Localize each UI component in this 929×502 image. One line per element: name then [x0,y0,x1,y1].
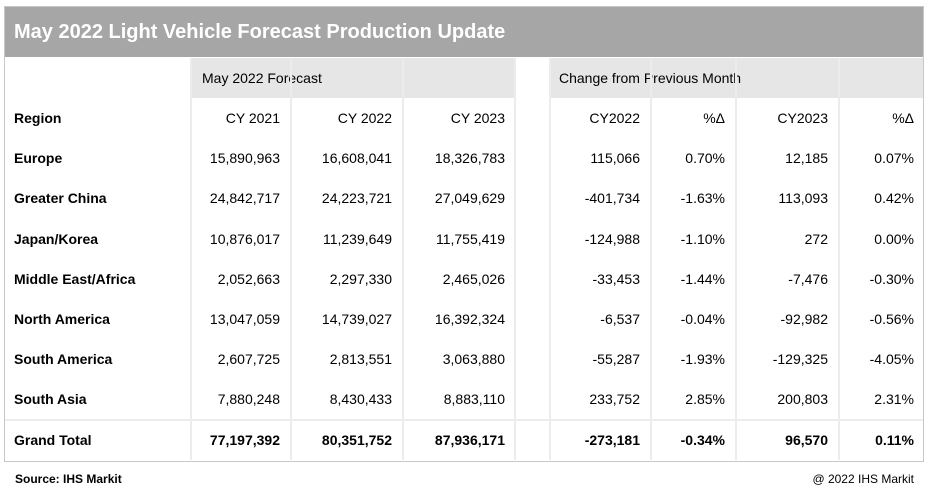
column-header: CY 2023 [450,110,505,126]
column-divider [650,58,652,460]
column-header: CY2022 [589,110,640,126]
column-divider [290,58,292,460]
table-cell: 233,752 [589,391,640,408]
table-cell: 2,297,330 [329,270,392,287]
total-cell: 80,351,752 [321,431,392,448]
table-cell: -6,537 [600,311,640,327]
column-divider [402,58,404,460]
table-cell: 0.00% [874,230,914,247]
row-label: Greater China [14,190,107,207]
column-header: CY 2021 [225,110,280,126]
column-divider [735,58,737,460]
table-cell: -4.05% [869,351,914,368]
total-cell: 77,197,392 [209,431,280,448]
table-title: May 2022 Light Vehicle Forecast Producti… [5,7,923,57]
table-cell: -1.10% [680,230,725,247]
table-cell: 0.42% [874,190,914,207]
table-cell: 115,066 [590,150,640,167]
column-header: %Δ [703,110,725,126]
table-cell: 14,739,027 [321,311,392,327]
table-cell: 24,223,721 [321,190,392,207]
table-cell: 16,608,041 [321,150,392,167]
table-cell: 8,430,433 [329,391,392,408]
table-cell: -92,982 [780,311,828,327]
total-cell: 96,570 [785,431,828,448]
column-divider [549,58,551,460]
table-cell: -55,287 [592,351,640,368]
table-cell: 272 [804,230,828,247]
table-cell: -1.44% [680,270,725,287]
table-cell: 11,239,649 [322,230,392,247]
row-label: South Asia [14,391,87,408]
table-cell: 0.70% [685,150,725,167]
table-cell: -0.04% [680,311,725,327]
source-note: Source: IHS Markit [15,472,122,486]
column-header: %Δ [892,110,914,126]
table-cell: 2,052,663 [217,270,280,287]
column-header: CY 2022 [337,110,392,126]
table-cell: -1.63% [680,190,725,207]
row-label: Europe [14,150,63,167]
row-label: North America [14,311,110,327]
table-cell: 0.07% [874,150,914,167]
table-cell: 16,392,324 [434,311,505,327]
table-cell: -7,476 [788,270,828,287]
group-header-forecast: May 2022 Forecast [192,58,514,98]
table-cell: 2,465,026 [442,270,505,287]
total-label: Grand Total [14,431,92,448]
table-cell: -129,325 [772,351,828,368]
table-cell: 3,063,880 [442,351,505,368]
table-cell: 24,842,717 [209,190,280,207]
total-separator [5,418,923,421]
table-cell: 2,607,725 [217,351,280,368]
total-cell: -0.34% [680,431,725,448]
table-cell: 13,047,059 [209,311,280,327]
table-cell: -401,734 [584,190,640,207]
total-cell: 87,936,171 [434,431,505,448]
table-cell: -1.93% [680,351,725,368]
table-cell: 7,880,248 [217,391,280,408]
table-cell: 27,049,629 [434,190,505,207]
table-cell: 2.31% [874,391,914,408]
table-cell: 18,326,783 [434,150,505,167]
table-cell: 10,876,017 [209,230,280,247]
column-header: CY2023 [777,110,828,126]
column-divider [838,58,840,460]
table-cell: 2,813,551 [329,351,392,368]
table-cell: 113,093 [778,190,828,207]
column-header-region: Region [14,110,62,126]
table-cell: -124,988 [584,230,640,247]
total-cell: -273,181 [584,431,640,448]
total-cell: 0.11% [875,431,914,448]
table-cell: 15,890,963 [209,150,280,167]
row-label: Japan/Korea [14,230,99,247]
table-cell: 8,883,110 [443,391,505,408]
table-cell: 200,803 [777,391,828,408]
column-divider [190,58,192,460]
table-cell: -33,453 [592,270,640,287]
table-cell: -0.56% [869,311,914,327]
row-label: Middle East/Africa [14,270,136,287]
table-frame [4,6,924,462]
table-cell: 2.85% [685,391,725,408]
table-cell: 11,755,419 [435,230,505,247]
table-cell: 12,185 [785,150,828,167]
table-cell: -0.30% [869,270,914,287]
column-divider [514,58,516,460]
copyright-note: @ 2022 IHS Markit [812,472,914,486]
row-label: South America [14,351,113,368]
